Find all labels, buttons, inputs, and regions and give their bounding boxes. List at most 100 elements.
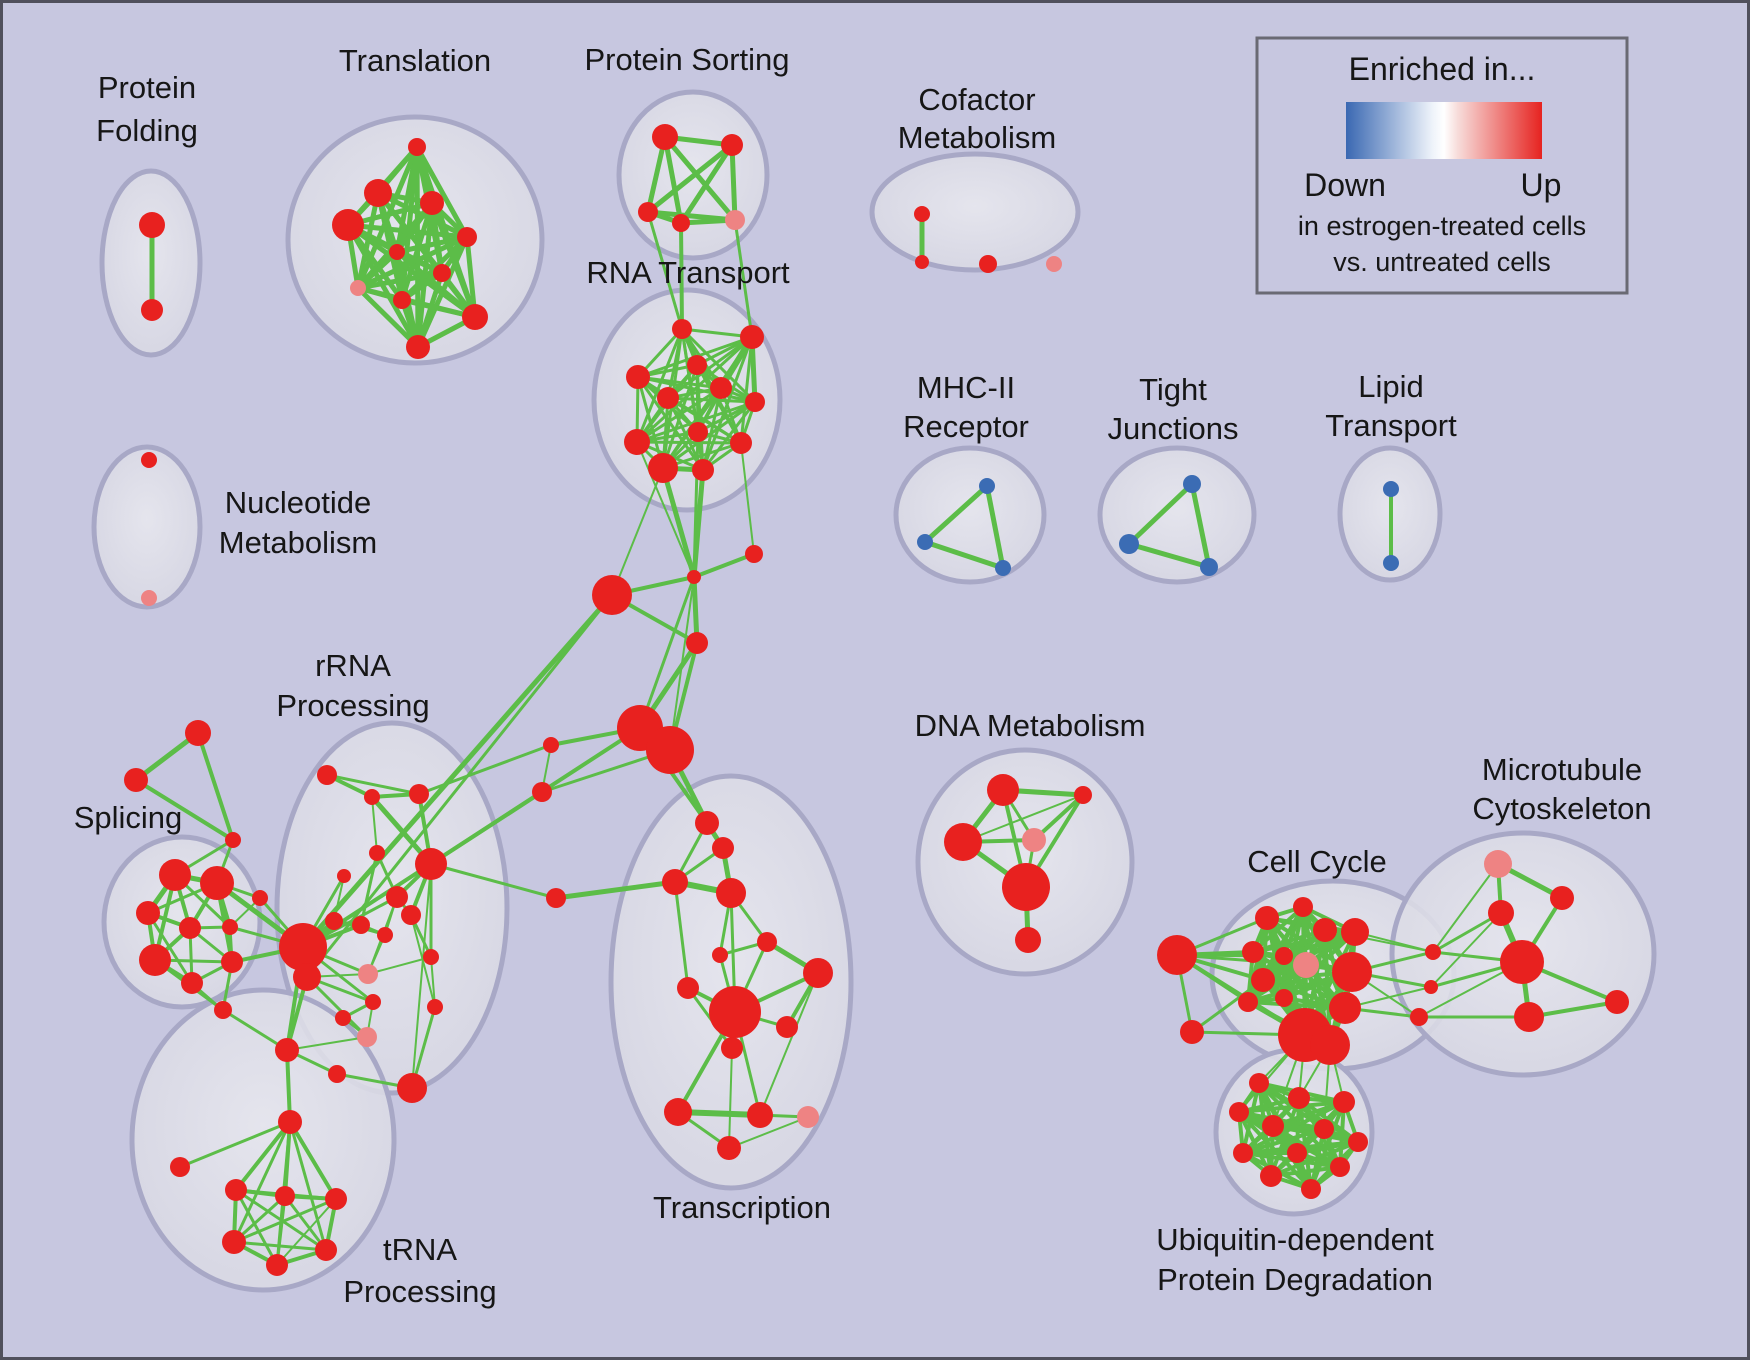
node-cell-cycle-4 — [1313, 918, 1337, 942]
cluster-mhc-ii-receptor-label: Receptor — [903, 409, 1029, 444]
node-rrna-processing-3 — [369, 845, 385, 861]
edge-microtubule-cytoskeleton — [1432, 863, 1499, 953]
cluster-microtubule-cytoskeleton-label: Cytoskeleton — [1472, 791, 1651, 826]
edge-rrna-processing — [286, 1036, 368, 1051]
edge-trna-processing — [288, 1120, 328, 1252]
edge-rna-transport — [636, 375, 757, 404]
node-cell-cycle-2 — [1255, 906, 1279, 930]
edge-translation — [345, 222, 470, 240]
node-cell-cycle-9 — [1238, 992, 1258, 1012]
edge-trna-processing — [232, 1120, 292, 1244]
node-ubiquitin-degradation-8 — [1287, 1143, 1307, 1163]
edge-tight-junctions — [1189, 481, 1212, 570]
legend-up-label: Up — [1521, 167, 1562, 203]
node-splicing-5 — [136, 901, 160, 925]
edge-rrna-processing — [371, 796, 378, 854]
edge-rna-transport — [635, 400, 757, 444]
cluster-rrna-processing-label: rRNA — [315, 648, 391, 683]
edge-translation — [414, 144, 470, 240]
node-rna-transport-1 — [740, 325, 764, 349]
edge-ubiquitin-degradation — [1269, 1165, 1342, 1178]
edge-intercluster — [417, 743, 553, 796]
node-rna-transport-2 — [687, 355, 707, 375]
node-splicing-12 — [214, 1001, 232, 1019]
edge-intercluster — [429, 790, 544, 866]
node-rrna-processing-19 — [275, 1038, 299, 1062]
edge-rna-transport — [635, 327, 684, 444]
node-dna-metabolism-2 — [944, 823, 982, 861]
cluster-ubiquitin-degradation-label: Protein Degradation — [1157, 1262, 1433, 1297]
cluster-microtubule-cytoskeleton-label: Microtubule — [1482, 752, 1642, 787]
node-rrna-processing-9 — [377, 927, 393, 943]
node-rrna-processing-14 — [427, 999, 443, 1015]
cluster-protein-folding-label: Folding — [96, 113, 198, 148]
node-rrna-processing-18 — [357, 1027, 377, 1047]
node-central-hub-chain-2 — [592, 575, 632, 615]
node-splicing-1 — [124, 768, 148, 792]
node-microtubule-cytoskeleton-3 — [1500, 940, 1544, 984]
edge-translation — [399, 200, 435, 303]
edge-intercluster — [660, 465, 697, 580]
edge-trna-processing — [178, 1120, 292, 1169]
edge-mhc-ii-receptor — [984, 483, 1006, 571]
node-transcription-9 — [776, 1016, 798, 1038]
node-trna-processing-5 — [222, 1230, 246, 1254]
node-translation-0 — [408, 138, 426, 156]
cluster-lipid-transport-label: Transport — [1325, 408, 1457, 443]
node-rna-transport-7 — [688, 422, 708, 442]
edge-transcription — [728, 1116, 809, 1149]
edge-central-hub-chain — [638, 575, 696, 730]
node-microtubule-cytoskeleton-2 — [1488, 900, 1514, 926]
legend-box — [1255, 36, 1629, 295]
node-rna-transport-5 — [657, 387, 679, 409]
node-splicing-2 — [225, 832, 241, 848]
edge-intercluster — [733, 218, 754, 339]
node-rna-transport-10 — [648, 453, 678, 483]
cluster-protein-folding-label: Protein — [98, 70, 196, 105]
cluster-rrna-processing-label: Processing — [276, 688, 429, 723]
node-cell-cycle-8 — [1251, 968, 1275, 992]
node-rrna-processing-12 — [401, 905, 421, 925]
node-tight-junctions-2 — [1200, 558, 1218, 576]
node-transcription-4 — [712, 947, 728, 963]
edge-rrna-processing — [305, 975, 369, 1039]
node-cell-cycle-6 — [1275, 947, 1293, 965]
edge-translation — [355, 270, 445, 291]
node-splicing-6 — [179, 917, 201, 939]
edge-splicing — [196, 731, 235, 842]
edge-cell-cycle — [1251, 930, 1357, 954]
cluster-translation-label: Translation — [339, 43, 491, 78]
node-rrna-processing-2 — [409, 784, 429, 804]
node-microtubule-cytoskeleton-1 — [1550, 886, 1574, 910]
cluster-tight-junctions-ellipse — [1097, 445, 1257, 585]
cluster-nucleotide-metabolism-label: Metabolism — [219, 525, 378, 560]
node-protein-folding-1 — [141, 299, 163, 321]
node-cell-cycle-0 — [1157, 935, 1197, 975]
edge-trna-processing — [234, 1120, 292, 1192]
edge-dna-metabolism — [962, 794, 1084, 843]
node-translation-3 — [332, 209, 364, 241]
node-transcription-14 — [717, 1136, 741, 1160]
edge-splicing — [134, 778, 235, 842]
legend: Enriched in... Down Up in estrogen-treated … — [1255, 36, 1629, 295]
node-ubiquitin-degradation-1 — [1288, 1087, 1310, 1109]
node-microtubule-cytoskeleton-7 — [1424, 980, 1438, 994]
node-splicing-11 — [221, 951, 243, 973]
edge-intercluster — [429, 862, 558, 900]
node-central-hub-chain-6 — [543, 737, 559, 753]
edge-intercluster — [553, 879, 678, 901]
node-trna-processing-1 — [170, 1157, 190, 1177]
node-translation-5 — [389, 244, 405, 260]
node-dna-metabolism-3 — [1022, 828, 1046, 852]
edge-translation — [464, 234, 478, 320]
node-nucleotide-metabolism-1 — [141, 590, 157, 606]
node-rna-transport-0 — [672, 319, 692, 339]
edge-cell-cycle — [1251, 905, 1305, 954]
legend-subtitle-line2: vs. untreated cells — [1333, 247, 1551, 277]
edge-translation — [355, 249, 400, 291]
node-transcription-5 — [757, 932, 777, 952]
edge-translation — [415, 270, 445, 350]
edge-rrna-processing — [325, 773, 421, 796]
